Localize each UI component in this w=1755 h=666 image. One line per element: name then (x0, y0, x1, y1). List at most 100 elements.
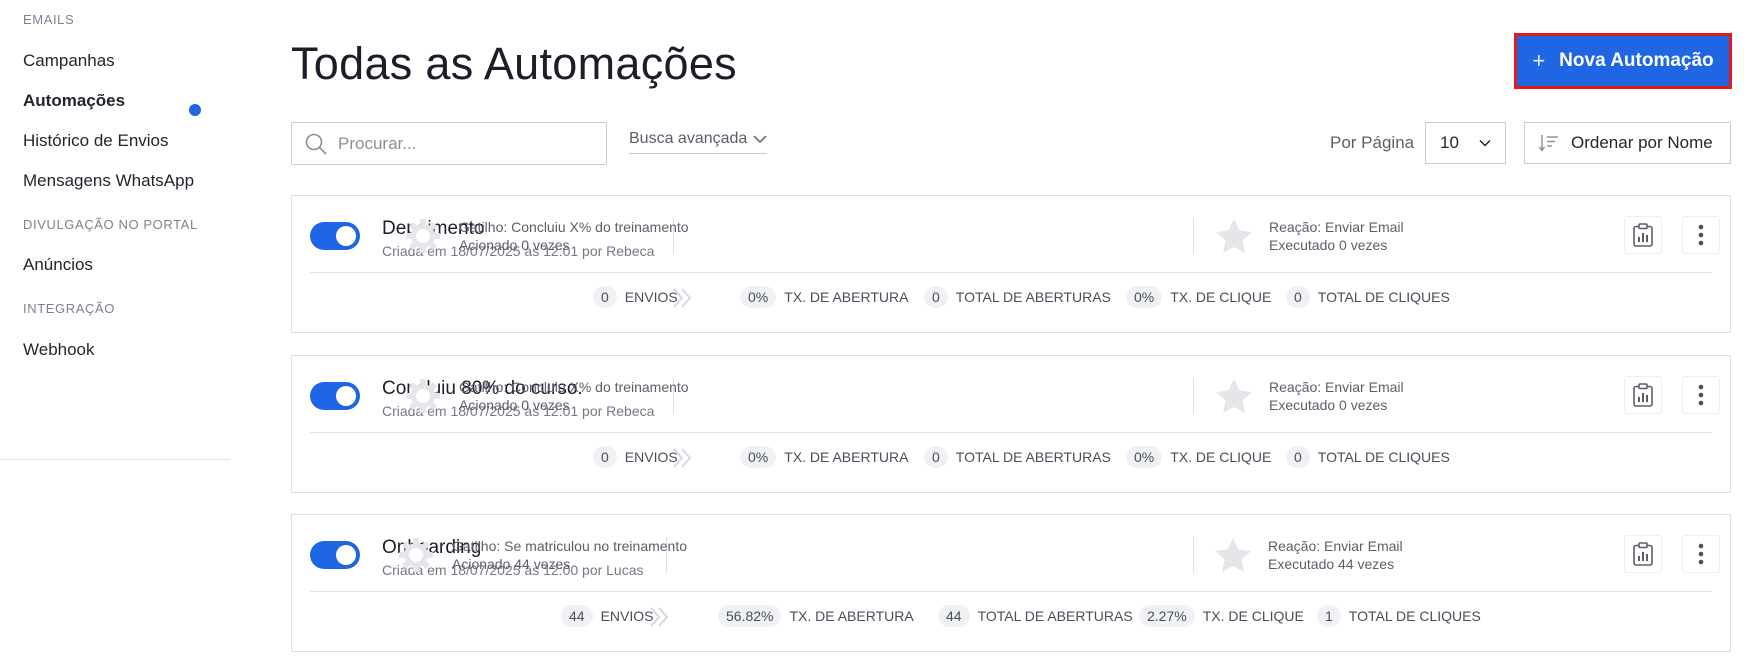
stat-total-opens: 44 TOTAL DE ABERTURAS (938, 605, 1133, 627)
stat-total-clicks: 0 TOTAL DE CLIQUES (1286, 446, 1450, 468)
reaction-text: Reação: Enviar Email (1269, 219, 1404, 235)
automation-created-meta: Criada em 18/07/2025 às 12:00 por Lucas (382, 562, 644, 578)
sidebar-item-historico-de-envios[interactable]: Histórico de Envios (23, 131, 169, 150)
trigger-count: Acionado 0 vezes (459, 397, 570, 413)
stat-sends: 0 ENVIOS (593, 446, 678, 468)
stat-total-opens: 0 TOTAL DE ABERTURAS (924, 286, 1111, 308)
stat-label: TX. DE ABERTURA (789, 608, 914, 624)
automation-stats: 0 ENVIOS 0% TX. DE ABERTURA 0 TOTAL DE A… (292, 446, 1730, 470)
stat-open-rate: 0% TX. DE ABERTURA (740, 446, 908, 468)
new-automation-button[interactable]: + Nova Automação (1514, 33, 1732, 89)
kebab-menu-icon (1698, 224, 1704, 246)
stat-label: TOTAL DE CLIQUES (1317, 449, 1450, 465)
stat-value: 0% (1126, 286, 1163, 308)
stat-label: TOTAL DE ABERTURAS (977, 608, 1133, 624)
sidebar-item-webhook[interactable]: Webhook (23, 340, 95, 359)
stat-value: 0 (924, 286, 948, 308)
double-chevron-right-icon (673, 288, 692, 308)
trigger-count: Acionado 44 vezes (452, 556, 571, 572)
stat-label: TX. DE ABERTURA (784, 289, 909, 305)
stat-label: TOTAL DE CLIQUES (1317, 289, 1450, 305)
sidebar: EMAILS Campanhas Automações Histórico de… (0, 0, 230, 460)
reaction-count: Executado 44 vezes (1268, 556, 1395, 572)
stat-label: ENVIOS (600, 608, 654, 624)
divider (310, 272, 1712, 273)
stat-click-rate: 0% TX. DE CLIQUE (1126, 446, 1271, 468)
stat-open-rate: 0% TX. DE ABERTURA (740, 286, 908, 308)
divider (673, 218, 674, 254)
automation-card: Concluiu 80% do curso. Criada em 18/07/2… (291, 355, 1731, 493)
automation-toggle[interactable] (310, 541, 360, 569)
gear-icon (406, 379, 440, 413)
stat-label: TOTAL DE CLIQUES (1348, 608, 1481, 624)
sort-button[interactable]: Ordenar por Nome (1524, 122, 1731, 164)
kebab-menu-icon (1698, 543, 1704, 565)
more-options-button[interactable] (1682, 376, 1720, 414)
automation-stats: 0 ENVIOS 0% TX. DE ABERTURA 0 TOTAL DE A… (292, 286, 1730, 310)
stat-total-opens: 0 TOTAL DE ABERTURAS (924, 446, 1111, 468)
reaction-count: Executado 0 vezes (1269, 237, 1388, 253)
advanced-search-toggle[interactable]: Busca avançada (629, 130, 768, 154)
chevron-down-icon (753, 135, 767, 144)
report-button[interactable] (1624, 376, 1662, 414)
stat-click-rate: 2.27% TX. DE CLIQUE (1139, 605, 1304, 627)
report-button[interactable] (1624, 535, 1662, 573)
automation-toggle[interactable] (310, 382, 360, 410)
stat-value: 0% (1126, 446, 1163, 468)
trigger-text: Gatilho: Se matriculou no treinamento (452, 538, 688, 554)
sidebar-section-integracao: INTEGRAÇÃO (23, 301, 115, 316)
automation-stats: 44 ENVIOS 56.82% TX. DE ABERTURA 44 TOTA… (292, 605, 1730, 629)
sidebar-item-anuncios[interactable]: Anúncios (23, 255, 93, 274)
star-icon (1216, 379, 1252, 413)
sidebar-item-mensagens-whatsapp[interactable]: Mensagens WhatsApp (23, 171, 195, 190)
divider (1193, 378, 1194, 414)
clipboard-chart-icon (1633, 542, 1653, 566)
page-title: Todas as Automações (291, 38, 737, 89)
more-options-button[interactable] (1682, 535, 1720, 573)
automation-toggle[interactable] (310, 222, 360, 250)
stat-value: 0 (924, 446, 948, 468)
automation-card: Onboarding Criada em 18/07/2025 às 12:00… (291, 514, 1731, 652)
divider (1193, 537, 1194, 573)
per-page-select[interactable]: 10 (1425, 122, 1506, 164)
stat-value: 56.82% (718, 605, 782, 627)
trigger-count: Acionado 0 vezes (459, 237, 570, 253)
stat-value: 0 (593, 446, 617, 468)
stat-label: TX. DE CLIQUE (1170, 449, 1272, 465)
stat-value: 44 (938, 605, 970, 627)
automation-card: Depoimento Criada em 18/07/2025 às 12:01… (291, 195, 1731, 333)
star-icon (1216, 219, 1252, 253)
double-chevron-right-icon (673, 448, 692, 468)
stat-value: 44 (561, 605, 593, 627)
stat-label: ENVIOS (624, 289, 678, 305)
per-page-value: 10 (1440, 133, 1459, 152)
stat-value: 1 (1317, 605, 1341, 627)
more-options-button[interactable] (1682, 216, 1720, 254)
sidebar-section-divulgacao: DIVULGAÇÃO NO PORTAL (23, 217, 198, 232)
reaction-text: Reação: Enviar Email (1268, 538, 1403, 554)
sidebar-item-automacoes[interactable]: Automações (23, 91, 126, 110)
stat-value: 0 (1286, 446, 1310, 468)
plus-icon: + (1532, 48, 1546, 73)
clipboard-chart-icon (1633, 223, 1653, 247)
stat-value: 0 (1286, 286, 1310, 308)
stat-open-rate: 56.82% TX. DE ABERTURA (718, 605, 914, 627)
sort-label: Ordenar por Nome (1571, 133, 1713, 152)
star-icon (1215, 538, 1251, 572)
stat-value: 2.27% (1139, 605, 1195, 627)
stat-value: 0 (593, 286, 617, 308)
divider (673, 378, 674, 414)
stat-label: TOTAL DE ABERTURAS (955, 449, 1111, 465)
stat-sends: 44 ENVIOS (561, 605, 653, 627)
search-input[interactable] (338, 133, 578, 154)
divider (666, 537, 667, 573)
trigger-text: Gatilho: Concluiu X% do treinamento (459, 379, 689, 395)
automation-created-meta: Criada em 18/07/2025 às 12:01 por Rebeca (382, 403, 655, 419)
stat-total-clicks: 0 TOTAL DE CLIQUES (1286, 286, 1450, 308)
stat-value: 0% (740, 286, 777, 308)
sidebar-item-campanhas[interactable]: Campanhas (23, 51, 115, 70)
report-button[interactable] (1624, 216, 1662, 254)
kebab-menu-icon (1698, 384, 1704, 406)
stat-label: TOTAL DE ABERTURAS (955, 289, 1111, 305)
stat-label: TX. DE CLIQUE (1202, 608, 1304, 624)
